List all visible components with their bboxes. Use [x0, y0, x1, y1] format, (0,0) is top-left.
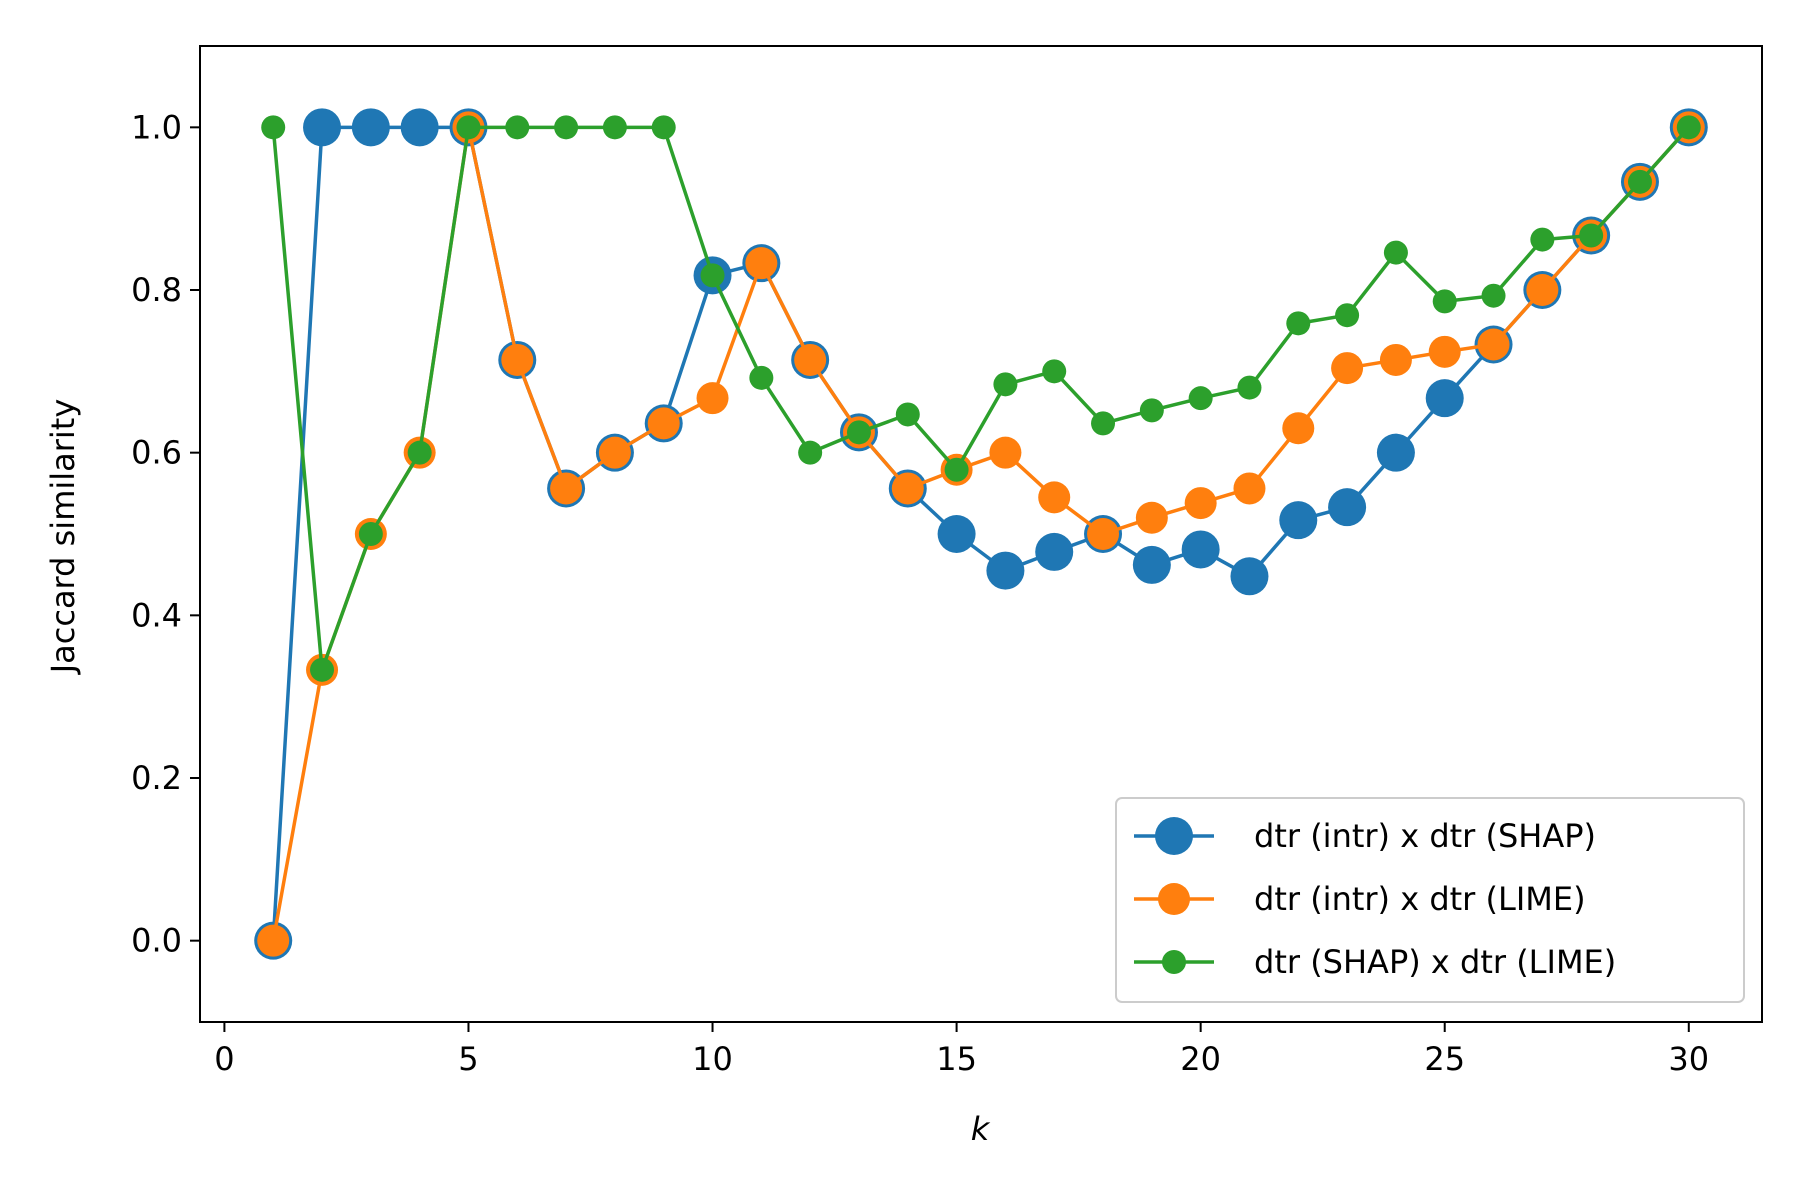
y-tick-label: 0.8 [131, 271, 182, 309]
series-1-point [351, 108, 390, 147]
series-2-point [696, 382, 729, 415]
series-3-point [1530, 227, 1555, 252]
series-3-point [358, 522, 383, 546]
series-3-point [895, 402, 920, 427]
y-tick-label: 0.4 [131, 596, 182, 634]
series-2-point [1526, 274, 1559, 306]
series-3-point [944, 457, 969, 482]
x-tick-label: 5 [458, 1040, 478, 1078]
legend-marker [1155, 817, 1193, 855]
x-tick-label: 30 [1668, 1040, 1709, 1078]
legend-entry-3: dtr (SHAP) x dtr (LIME) [1134, 943, 1616, 981]
legend-entry-2: dtr (intr) x dtr (LIME) [1134, 880, 1586, 918]
y-tick-label: 0.0 [131, 922, 182, 960]
y-tick-label: 0.6 [131, 434, 182, 472]
y-tick-label: 0.2 [131, 759, 182, 797]
series-1-point [1181, 530, 1220, 569]
series-3-point [310, 657, 335, 682]
x-tick-label: 20 [1180, 1040, 1221, 1078]
series-1-point [400, 108, 439, 147]
series-1-point [1376, 433, 1415, 472]
series-3-point [1139, 398, 1164, 423]
series-2-point [257, 924, 290, 957]
series-2-point [1233, 472, 1266, 505]
series-1-point [1425, 379, 1464, 418]
series-3-point [1237, 375, 1262, 400]
series-3-point [798, 440, 823, 465]
series-2-point [794, 343, 827, 376]
x-tick-label: 10 [692, 1040, 733, 1078]
series-3-point [1286, 311, 1311, 336]
series-2-point [1428, 335, 1461, 368]
series-3-point [554, 115, 579, 140]
series-3-point [993, 372, 1018, 397]
series-1-point [986, 551, 1025, 590]
series-3-point [1579, 223, 1604, 248]
x-axis-label: k [971, 1110, 991, 1148]
series-2-point [1184, 487, 1217, 520]
series-2-point [1087, 518, 1120, 550]
plot-frame [199, 45, 1763, 1023]
x-tick-label: 25 [1424, 1040, 1465, 1078]
series-2-point [1282, 412, 1315, 445]
series-3-point [1676, 115, 1701, 140]
series-1-point [937, 515, 976, 553]
series-2-point [1477, 328, 1510, 361]
series-2-point [550, 472, 583, 505]
series-3-point [1091, 411, 1116, 436]
series-2-point [501, 343, 534, 376]
legend: dtr (intr) x dtr (SHAP) dtr (intr) x dtr … [1115, 797, 1745, 1003]
series-3-point [1042, 359, 1067, 384]
axes-layer: 0 5 10 15 20 25 30 0.0 0.2 0.4 0.6 0.8 1.0 [131, 45, 1763, 1078]
series-2-point [989, 436, 1022, 469]
legend-label: dtr (intr) x dtr (LIME) [1254, 880, 1586, 918]
y-axis-label: Jaccard similarity [44, 399, 82, 676]
legend-marker [1162, 950, 1186, 974]
series-3-point [1383, 240, 1408, 265]
series-2-point [647, 407, 680, 440]
series-3-point [1188, 386, 1213, 411]
series-layer [254, 108, 1708, 960]
series-3-point [505, 115, 530, 140]
legend-entry-1: dtr (intr) x dtr (SHAP) [1134, 817, 1596, 855]
series-3-point [700, 263, 725, 288]
series-1-point [1230, 557, 1269, 596]
series-3-point [651, 115, 676, 140]
series-3-point [1335, 303, 1360, 328]
series-2-point [1379, 343, 1412, 376]
y-tick-label: 1.0 [131, 108, 182, 146]
series-3-point [846, 420, 871, 445]
series-2-point [1331, 352, 1364, 385]
x-tick-label: 0 [214, 1040, 234, 1078]
series-3-point [456, 115, 481, 140]
legend-marker [1158, 883, 1190, 915]
series-2-point [891, 472, 924, 505]
series-2-point [1038, 481, 1071, 514]
legend-box [1115, 797, 1745, 1003]
series-1-point [1132, 545, 1171, 584]
series-3 [261, 115, 1701, 682]
series-3-point [261, 115, 286, 140]
series-1-point [303, 108, 342, 147]
series-2-point [598, 436, 631, 469]
series-3-point [749, 365, 774, 390]
series-1-point [1035, 532, 1074, 571]
series-3-point [1432, 289, 1457, 314]
series-2-point [1135, 501, 1168, 534]
series-1-point [1328, 488, 1367, 527]
legend-label: dtr (intr) x dtr (SHAP) [1254, 817, 1596, 855]
series-2-point [745, 247, 778, 280]
series-3-point [1481, 283, 1506, 308]
series-1-point [1279, 501, 1318, 540]
legend-label: dtr (SHAP) x dtr (LIME) [1254, 943, 1616, 981]
series-3-point [1627, 169, 1652, 194]
series-3-point [407, 440, 432, 465]
x-tick-label: 15 [936, 1040, 977, 1078]
series-3-point [602, 115, 627, 140]
